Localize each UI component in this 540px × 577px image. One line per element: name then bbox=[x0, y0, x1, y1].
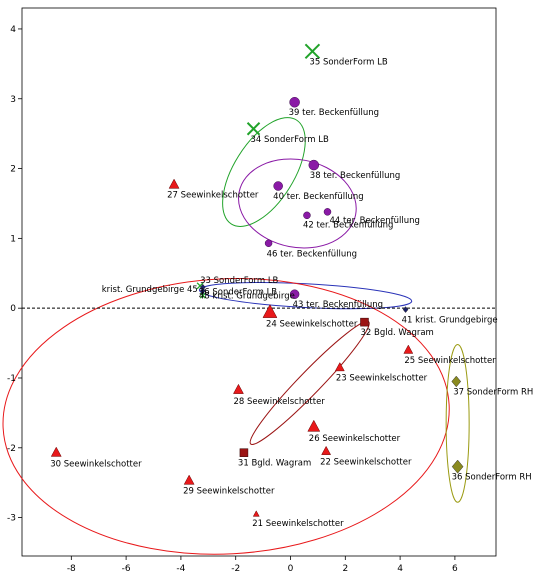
data-point-13 bbox=[200, 287, 206, 295]
point-labels: 35 SonderForm LB 34 SonderForm LB 39 ter. … bbox=[50, 57, 533, 529]
point-label-26: 36 SonderForm RH bbox=[452, 473, 532, 483]
point-label-13: 48 krist. Grundgebirge bbox=[199, 292, 295, 302]
point-label-3: 39 ter. Beckenfüllung bbox=[289, 108, 379, 118]
point-label-25: 22 Seewinkelschotter bbox=[320, 457, 412, 467]
data-point-3 bbox=[289, 96, 300, 108]
cluster-ellipse-3 bbox=[198, 282, 413, 310]
cluster-ellipse-6 bbox=[445, 343, 470, 503]
data-point-21 bbox=[233, 383, 244, 394]
point-label-22: 26 Seewinkelschotter bbox=[309, 434, 401, 444]
point-label-21: 28 Seewinkelschotter bbox=[233, 397, 325, 407]
point-label-24: 31 Bgld. Wagram bbox=[238, 459, 311, 469]
point-label-6: 44 ter. Beckenfüllung bbox=[329, 216, 419, 226]
data-point-6 bbox=[323, 208, 332, 216]
point-label-7: 42 ter. Beckenfüllung bbox=[303, 220, 393, 230]
data-point-17 bbox=[360, 317, 369, 327]
point-label-28: 21 Seewinkelschotter bbox=[252, 519, 344, 529]
data-point-9 bbox=[289, 289, 300, 299]
point-label-16: 24 Seewinkelschotter bbox=[266, 319, 358, 329]
point-label-12: krist. Grundgebirge 45 bbox=[102, 285, 198, 295]
data-point-15 bbox=[402, 306, 409, 313]
data-point-4 bbox=[308, 159, 320, 171]
point-label-14: 36 SonderForm LB bbox=[199, 288, 277, 298]
data-point-23 bbox=[50, 446, 62, 457]
data-point-1 bbox=[304, 43, 321, 59]
point-label-19: 23 Seewinkelschotter bbox=[336, 374, 428, 384]
data-point-27 bbox=[183, 474, 195, 485]
data-point-28 bbox=[252, 510, 260, 517]
cluster-ellipses bbox=[2, 117, 470, 555]
data-point-22 bbox=[307, 419, 321, 432]
data-point-7 bbox=[303, 211, 311, 220]
y-tick-label: 0 bbox=[10, 304, 16, 314]
data-point-25 bbox=[321, 445, 332, 455]
point-label-20: 37 SonderForm RH bbox=[453, 387, 533, 397]
point-label-8: 46 ter. Beckenfüllung bbox=[267, 249, 357, 259]
x-tick-label: 6 bbox=[452, 564, 458, 574]
data-point-2 bbox=[246, 122, 261, 136]
point-label-15: 41 krist. Grundgebirge bbox=[402, 316, 498, 326]
x-tick-label: -4 bbox=[176, 564, 185, 574]
data-point-14 bbox=[199, 292, 206, 299]
y-tick-label: 3 bbox=[10, 95, 16, 105]
data-point-8 bbox=[264, 239, 273, 248]
x-tick-label: 2 bbox=[342, 564, 348, 574]
x-tick-label: 0 bbox=[288, 564, 294, 574]
cluster-ellipse-2 bbox=[238, 158, 357, 249]
x-tick-label: -2 bbox=[231, 564, 240, 574]
cluster-ellipse-4 bbox=[2, 278, 450, 555]
x-tick-label: -8 bbox=[67, 564, 76, 574]
point-label-10: 27 Seewinkelschotter bbox=[167, 191, 259, 201]
point-label-18: 25 Seewinkelschotter bbox=[404, 356, 496, 366]
point-label-11: 33 SonderForm LB bbox=[200, 276, 278, 286]
data-point-18 bbox=[403, 344, 414, 354]
data-point-10 bbox=[168, 178, 180, 189]
point-label-1: 35 SonderForm LB bbox=[309, 57, 387, 67]
data-point-20 bbox=[451, 375, 462, 388]
point-label-5: 40 ter. Beckenfüllung bbox=[273, 192, 363, 202]
plot-frame bbox=[21, 7, 497, 557]
x-tick-label: 4 bbox=[397, 564, 403, 574]
y-tick-label: -1 bbox=[7, 374, 16, 384]
point-label-23: 30 Seewinkelschotter bbox=[50, 460, 142, 470]
cluster-ellipse-1 bbox=[222, 117, 306, 227]
data-points bbox=[50, 43, 464, 517]
point-label-2: 34 SonderForm LB bbox=[251, 135, 329, 145]
data-point-5 bbox=[273, 181, 283, 191]
y-tick-label: -3 bbox=[7, 514, 16, 524]
y-tick-label: 1 bbox=[10, 234, 16, 244]
point-label-17: 32 Bgld. Wagram bbox=[360, 328, 433, 338]
axes: -8 -6 -4 -2 0 2 4 6 -3 -2 -1 0 1 2 3 4 bbox=[7, 25, 458, 574]
point-label-4: 38 ter. Beckenfüllung bbox=[310, 171, 400, 181]
x-tick-label: -6 bbox=[122, 564, 131, 574]
point-label-27: 29 Seewinkelschotter bbox=[183, 487, 275, 497]
y-tick-label: 2 bbox=[10, 165, 16, 175]
data-point-19 bbox=[334, 362, 345, 372]
data-point-16 bbox=[262, 304, 278, 318]
y-tick-label: 4 bbox=[10, 25, 16, 35]
y-tick-label: -2 bbox=[7, 444, 16, 454]
data-point-24 bbox=[239, 448, 249, 457]
point-label-9: 43 ter. Beckenfüllung bbox=[293, 300, 383, 310]
data-point-26 bbox=[451, 459, 464, 474]
